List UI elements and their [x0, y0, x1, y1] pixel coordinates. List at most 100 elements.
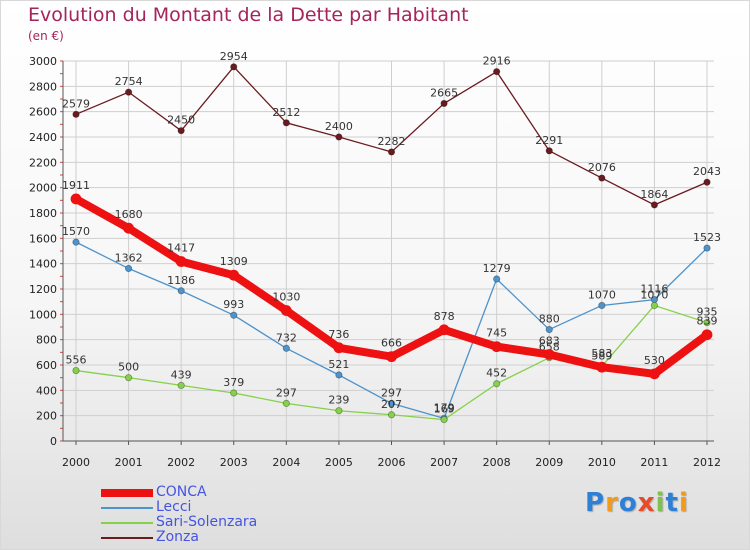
data-point-zonza	[440, 99, 448, 108]
proxiti-logo: Proxiti	[585, 488, 689, 518]
y-tick-label-1200: 1200	[29, 283, 57, 296]
data-point-zonza	[230, 63, 238, 71]
y-tick-label-400: 400	[36, 384, 57, 397]
y-tick-label-1000: 1000	[29, 308, 57, 321]
data-point-conca	[701, 329, 713, 341]
data-label-lecci: 1279	[483, 262, 511, 275]
series-zonza: 2579 2754 2450 2954 2512 2400 2282 2665 2916 2291…	[62, 50, 721, 209]
data-point-conca	[70, 193, 82, 205]
data-point-sari-solenzara	[177, 381, 185, 389]
data-label-lecci: 1116	[640, 283, 668, 296]
data-point-lecci	[493, 275, 501, 283]
data-label-zonza: 2282	[378, 135, 406, 148]
data-label-lecci: 179	[434, 401, 455, 414]
data-label-sari-solenzara: 589	[591, 349, 612, 362]
data-point-zonza	[650, 201, 659, 209]
data-point-zonza	[124, 88, 133, 96]
data-point-lecci	[177, 287, 185, 295]
data-label-conca: 683	[539, 334, 560, 347]
data-label-lecci: 521	[328, 358, 349, 371]
data-point-zonza	[387, 148, 396, 156]
data-point-sari-solenzara	[282, 399, 290, 407]
data-point-sari-solenzara	[72, 366, 80, 375]
x-tick-label-2003: 2003	[220, 456, 248, 469]
data-label-zonza: 2043	[693, 165, 721, 178]
data-label-conca: 736	[328, 328, 349, 341]
data-label-sari-solenzara: 379	[223, 376, 244, 389]
y-tick-label-200: 200	[36, 410, 57, 423]
data-label-zonza: 2916	[483, 55, 511, 68]
data-label-sari-solenzara: 500	[118, 361, 139, 374]
data-point-conca	[386, 351, 397, 363]
data-label-zonza: 2754	[115, 75, 143, 88]
data-label-lecci: 993	[223, 298, 244, 311]
data-label-zonza: 1864	[640, 188, 668, 201]
data-label-conca: 1309	[220, 255, 248, 268]
data-label-conca: 666	[381, 337, 402, 350]
data-label-sari-solenzara: 1070	[640, 288, 668, 301]
data-point-conca	[123, 222, 134, 234]
data-point-zonza	[335, 133, 343, 141]
data-point-zonza	[72, 110, 80, 118]
data-point-conca	[491, 341, 503, 353]
data-point-lecci	[72, 238, 80, 246]
data-label-lecci: 732	[276, 331, 297, 344]
y-tick-label-600: 600	[36, 359, 57, 372]
data-point-sari-solenzara	[387, 411, 396, 419]
data-label-lecci: 1362	[115, 251, 143, 264]
data-point-lecci	[335, 371, 343, 379]
legend-swatch-conca	[101, 489, 153, 497]
x-tick-label-2007: 2007	[430, 456, 458, 469]
data-point-zonza	[545, 147, 553, 155]
chart-title: Evolution du Montant de la Dette par Hab…	[28, 4, 469, 26]
y-tick-label-0: 0	[50, 435, 57, 448]
data-label-conca: 1911	[62, 179, 90, 192]
data-label-conca: 745	[486, 327, 507, 340]
data-label-zonza: 2291	[535, 134, 563, 147]
x-tick-label-2002: 2002	[167, 456, 195, 469]
data-point-sari-solenzara	[703, 318, 711, 327]
data-label-sari-solenzara: 439	[171, 368, 192, 381]
data-label-conca: 583	[591, 347, 612, 360]
data-point-lecci	[124, 264, 133, 273]
data-point-zonza	[703, 178, 711, 186]
series-conca: 1911 1680 1417 1309 1030 736 666 878 745 683 583 53…	[62, 179, 718, 380]
x-tick-label-2011: 2011	[640, 456, 668, 469]
x-tick-label-2004: 2004	[272, 456, 300, 469]
logo-letter: x	[637, 488, 656, 518]
x-tick-label-2001: 2001	[115, 456, 143, 469]
data-label-conca: 1417	[167, 242, 195, 255]
logo-letter: t	[665, 488, 679, 518]
y-tick-label-1600: 1600	[29, 232, 57, 245]
x-tick-label-2006: 2006	[378, 456, 406, 469]
legend-label-zonza: Zonza	[156, 529, 199, 545]
data-point-sari-solenzara	[335, 407, 343, 415]
data-point-conca	[649, 368, 660, 380]
data-label-sari-solenzara: 297	[276, 386, 297, 399]
data-label-zonza: 2400	[325, 120, 353, 133]
x-tick-label-2005: 2005	[325, 456, 353, 469]
data-point-zonza	[493, 68, 501, 76]
data-point-conca	[543, 349, 555, 360]
legend-swatch-sari-solenzara	[101, 522, 153, 524]
data-label-sari-solenzara: 452	[486, 367, 507, 380]
y-tick-label-3000: 3000	[29, 55, 57, 68]
logo-letter: i	[655, 488, 666, 518]
y-tick-label-1400: 1400	[29, 258, 57, 271]
data-label-zonza: 2512	[272, 106, 300, 119]
data-point-conca	[280, 305, 292, 316]
data-label-zonza: 2076	[588, 161, 616, 174]
data-point-sari-solenzara	[440, 415, 448, 424]
data-point-lecci	[282, 344, 290, 352]
data-label-lecci: 297	[381, 386, 402, 399]
data-point-sari-solenzara	[493, 380, 501, 388]
y-tick-label-2000: 2000	[29, 182, 57, 195]
data-label-sari-solenzara: 935	[697, 306, 718, 319]
data-label-sari-solenzara: 239	[328, 394, 349, 407]
logo-letter: o	[618, 488, 638, 518]
data-point-zonza	[177, 127, 185, 135]
data-label-lecci: 1570	[62, 225, 90, 238]
chart-subtitle: (en €)	[28, 29, 64, 43]
